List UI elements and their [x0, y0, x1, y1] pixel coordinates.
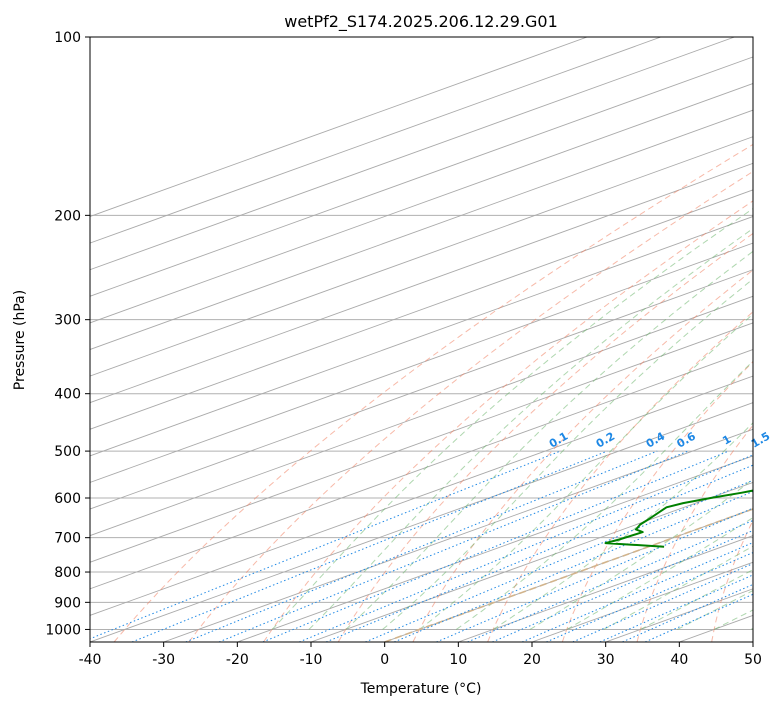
y-tick-label: 300 [54, 313, 81, 329]
mixing-ratio-label: 1 [720, 433, 733, 448]
x-tick-label: -20 [226, 652, 249, 668]
moist-adiabat [603, 545, 753, 630]
mixing-ratio-label: 1.5 [749, 430, 772, 451]
plot-frame [89, 36, 754, 643]
dry-adiabat [113, 143, 753, 642]
isotherm-gridline [384, 508, 753, 642]
x-tick-label: -30 [152, 652, 175, 668]
isotherm-gridline [90, 83, 753, 324]
isotherm-gridline [90, 37, 735, 271]
mixing-ratio-label: 0.4 [644, 429, 668, 450]
moist-adiabat [640, 569, 753, 630]
isotherm-gridline [237, 455, 753, 642]
isotherm-gridline [310, 481, 753, 642]
mixing-ratio-line [436, 507, 753, 642]
y-tick-label: 1000 [45, 622, 81, 638]
isotherm-gridline [90, 242, 753, 483]
y-tick-label: 800 [54, 565, 81, 581]
moist-adiabat [308, 227, 753, 630]
isotherm-gridline [90, 295, 753, 537]
isotherm-gridline [679, 614, 753, 642]
dry-adiabat [711, 519, 753, 642]
y-tick-label: 500 [54, 444, 81, 460]
isotherm-gridline [90, 37, 588, 217]
mixing-ratio-line [299, 454, 753, 642]
mixing-ratio-line [521, 542, 753, 642]
isotherm-gridline [90, 216, 753, 457]
mixing-ratio-line [467, 519, 753, 642]
x-tick-label: 30 [597, 652, 615, 668]
y-tick-label: 100 [54, 30, 81, 46]
isotherm-gridline [90, 269, 753, 510]
isotherm-gridline [90, 375, 753, 616]
x-tick-label: 40 [670, 652, 688, 668]
moist-adiabat [271, 208, 753, 630]
reference-lines [90, 37, 753, 642]
isotherm-gridline [90, 37, 662, 244]
dry-adiabat [487, 311, 753, 642]
dry-adiabat [263, 200, 753, 642]
isotherm-gridline [90, 109, 753, 350]
dry-adiabat [337, 232, 753, 642]
x-tick-label: 50 [744, 652, 762, 668]
freezing-isotherm [384, 508, 753, 642]
isotherm-gridline [752, 641, 753, 642]
isotherm-gridline [90, 348, 753, 590]
y-tick-label: 400 [54, 387, 81, 403]
moist-adiabat [456, 360, 753, 630]
axes: -40 -30 -20 -10 0 10 20 30 40 50 100 200 300 400 500 60… [45, 30, 762, 668]
isotherm-gridline [458, 535, 753, 642]
mixing-ratio-label: 0.1 [547, 430, 570, 451]
chart-title: wetPf2_S174.2025.206.12.29.G01 [284, 12, 558, 32]
x-tick-label: 0 [380, 652, 389, 668]
mixing-ratio-line [185, 450, 658, 642]
dry-adiabat [561, 361, 753, 642]
mixing-ratio-line [394, 490, 753, 642]
mixing-ratio-line [644, 593, 753, 642]
moist-adiabat [677, 589, 753, 630]
y-axis-label: Pressure (hPa) [12, 290, 28, 390]
mixing-ratio-line [90, 450, 561, 640]
mixing-ratio-line [365, 479, 753, 642]
y-tick-label: 200 [54, 208, 81, 224]
isotherm-gridline [90, 162, 753, 404]
isotherm-gridline [90, 402, 753, 642]
x-tick-label: -40 [79, 652, 102, 668]
isotherm-gridline [90, 189, 753, 430]
mixing-ratio-line [325, 464, 753, 642]
moist-adiabat [750, 627, 753, 630]
moist-adiabat [419, 313, 753, 630]
data-series [604, 489, 753, 548]
y-tick-label: 600 [54, 491, 81, 507]
moist-adiabat [492, 422, 753, 630]
mixing-ratio-line [131, 450, 608, 642]
x-axis-label: Temperature (°C) [360, 681, 482, 697]
dewpoint-profile-line [604, 489, 753, 548]
isotherm-gridline [90, 56, 753, 297]
dry-adiabat [636, 424, 753, 642]
mixing-ratio-line [218, 450, 689, 642]
dry-adiabat [188, 170, 753, 642]
mixing-ratio-line [546, 552, 753, 642]
mixing-ratio-label: 0.6 [675, 429, 699, 450]
y-tick-label: 900 [54, 595, 81, 611]
isotherm-gridline [90, 322, 753, 563]
isotherm-gridline [163, 428, 753, 642]
mixing-ratio-line [262, 450, 729, 642]
moist-adiabat [566, 517, 753, 630]
x-tick-label: -10 [300, 652, 323, 668]
x-tick-label: 20 [523, 652, 541, 668]
moist-adiabat [345, 250, 753, 630]
y-tick-label: 700 [54, 531, 81, 547]
x-tick-label: 10 [449, 652, 467, 668]
isotherm-gridline [90, 136, 753, 377]
